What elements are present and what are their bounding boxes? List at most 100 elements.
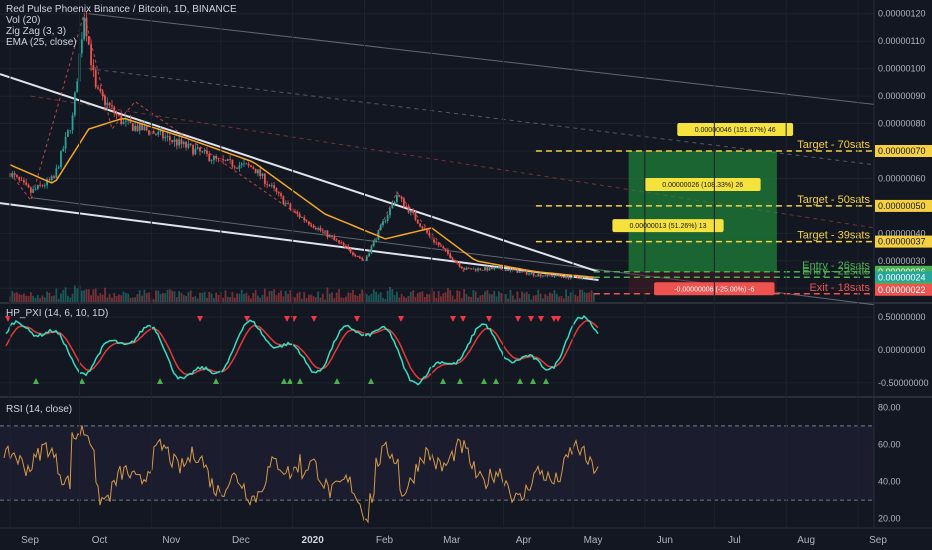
- price-badge-text: 0.00000070: [878, 146, 926, 156]
- legend-ema: EMA (25, close): [6, 37, 77, 48]
- pxi-tick-label: 0.00000000: [878, 345, 926, 355]
- volume-bar: [586, 292, 588, 302]
- candle-body: [541, 275, 544, 277]
- pxi-pane[interactable]: [0, 314, 932, 398]
- candle-body: [335, 239, 338, 241]
- volume-bar: [370, 293, 373, 302]
- volume-bar: [236, 293, 238, 302]
- sell-signal-marker: [460, 316, 466, 322]
- candle-body: [64, 136, 67, 149]
- volume-bar: [495, 296, 498, 302]
- volume-bar: [532, 295, 535, 302]
- candle-body: [145, 126, 148, 131]
- volume-bar: [523, 293, 526, 302]
- volume-bar: [18, 294, 21, 302]
- volume-bar: [287, 294, 289, 302]
- volume-bar: [338, 289, 340, 302]
- candle-body: [470, 268, 472, 270]
- candle-body: [97, 87, 99, 89]
- candle-body: [257, 169, 259, 174]
- channel-top-line: [88, 13, 875, 105]
- candle-body: [268, 184, 271, 186]
- volume-bar: [23, 293, 25, 302]
- candle-body: [60, 151, 62, 168]
- candle-body: [314, 227, 317, 230]
- volume-bar: [252, 293, 255, 302]
- volume-bar: [518, 298, 521, 302]
- rsi-pane[interactable]: [0, 425, 874, 524]
- candle-body: [331, 235, 333, 237]
- pxi-slow-line: [5, 320, 599, 380]
- pxi-tick-label: 0.50000000: [878, 312, 926, 322]
- volume-bar: [396, 291, 398, 302]
- volume-bar: [231, 292, 234, 302]
- channel-mid-line: [88, 68, 875, 166]
- sell-signal-marker: [551, 316, 557, 322]
- price-axis[interactable]: 0.00000120 0.00000110 0.00000100 0.00000090…: [873, 0, 932, 528]
- candle-body: [338, 240, 340, 243]
- candle-body: [460, 266, 463, 269]
- candle-body: [168, 136, 171, 141]
- candle-body: [474, 268, 477, 271]
- volume-bar: [312, 296, 315, 302]
- candle-body: [553, 276, 556, 277]
- candle-body: [525, 271, 528, 275]
- time-tick-label: Nov: [162, 535, 180, 546]
- volume-bar: [349, 292, 352, 302]
- candle-body: [419, 223, 421, 227]
- volume-bar: [298, 292, 301, 302]
- candle-body: [25, 182, 28, 185]
- volume-bar: [579, 289, 581, 302]
- volume-bar: [85, 289, 88, 302]
- volume-bar: [574, 294, 577, 302]
- volume-bar: [76, 288, 79, 302]
- profit-zone: [628, 151, 777, 272]
- candle-body: [486, 267, 489, 271]
- level-label-exit: Exit - 18sats: [809, 282, 870, 294]
- volume-bar: [229, 297, 232, 302]
- volume-bar: [124, 292, 127, 302]
- volume-bar: [345, 296, 347, 302]
- volume-bar: [435, 297, 438, 302]
- volume-bar: [321, 293, 324, 302]
- candle-body: [289, 203, 292, 210]
- candle-body: [18, 176, 21, 180]
- volume-bar: [208, 291, 211, 302]
- candle-body: [46, 179, 48, 186]
- candle-body: [67, 130, 69, 137]
- candle-body: [259, 169, 262, 177]
- volume-bar: [305, 298, 308, 302]
- volume-bar: [465, 293, 468, 302]
- volume-bar: [64, 287, 67, 302]
- candle-body: [479, 268, 482, 271]
- candle-body: [558, 274, 561, 277]
- volume-bar: [71, 293, 74, 302]
- volume-bar: [73, 285, 76, 302]
- volume-bar: [504, 293, 507, 302]
- pxi-tick-label: -0.50000000: [878, 378, 929, 388]
- candle-body: [178, 139, 181, 146]
- level-label-target: Target - 50sats: [797, 194, 870, 206]
- candle-body: [544, 275, 547, 277]
- volume-bar: [433, 291, 435, 302]
- candle-body: [451, 258, 454, 261]
- volume-bar: [145, 292, 148, 302]
- volume-bar: [270, 291, 273, 302]
- volume-bar: [13, 292, 16, 302]
- volume-bar: [375, 291, 377, 302]
- candle-body: [53, 176, 55, 178]
- candle-body: [465, 267, 468, 270]
- time-tick-label: Oct: [92, 535, 108, 546]
- candle-body: [340, 242, 343, 243]
- candle-body: [136, 125, 139, 131]
- price-badge-text: 0.00000024: [878, 272, 926, 282]
- candle-body: [263, 173, 266, 185]
- sell-signal-marker: [398, 316, 404, 322]
- volume-bar: [108, 293, 111, 302]
- candle-body: [535, 275, 537, 277]
- time-tick-label: Aug: [797, 535, 815, 546]
- volume-bar: [423, 296, 426, 302]
- volume-bar: [442, 293, 445, 302]
